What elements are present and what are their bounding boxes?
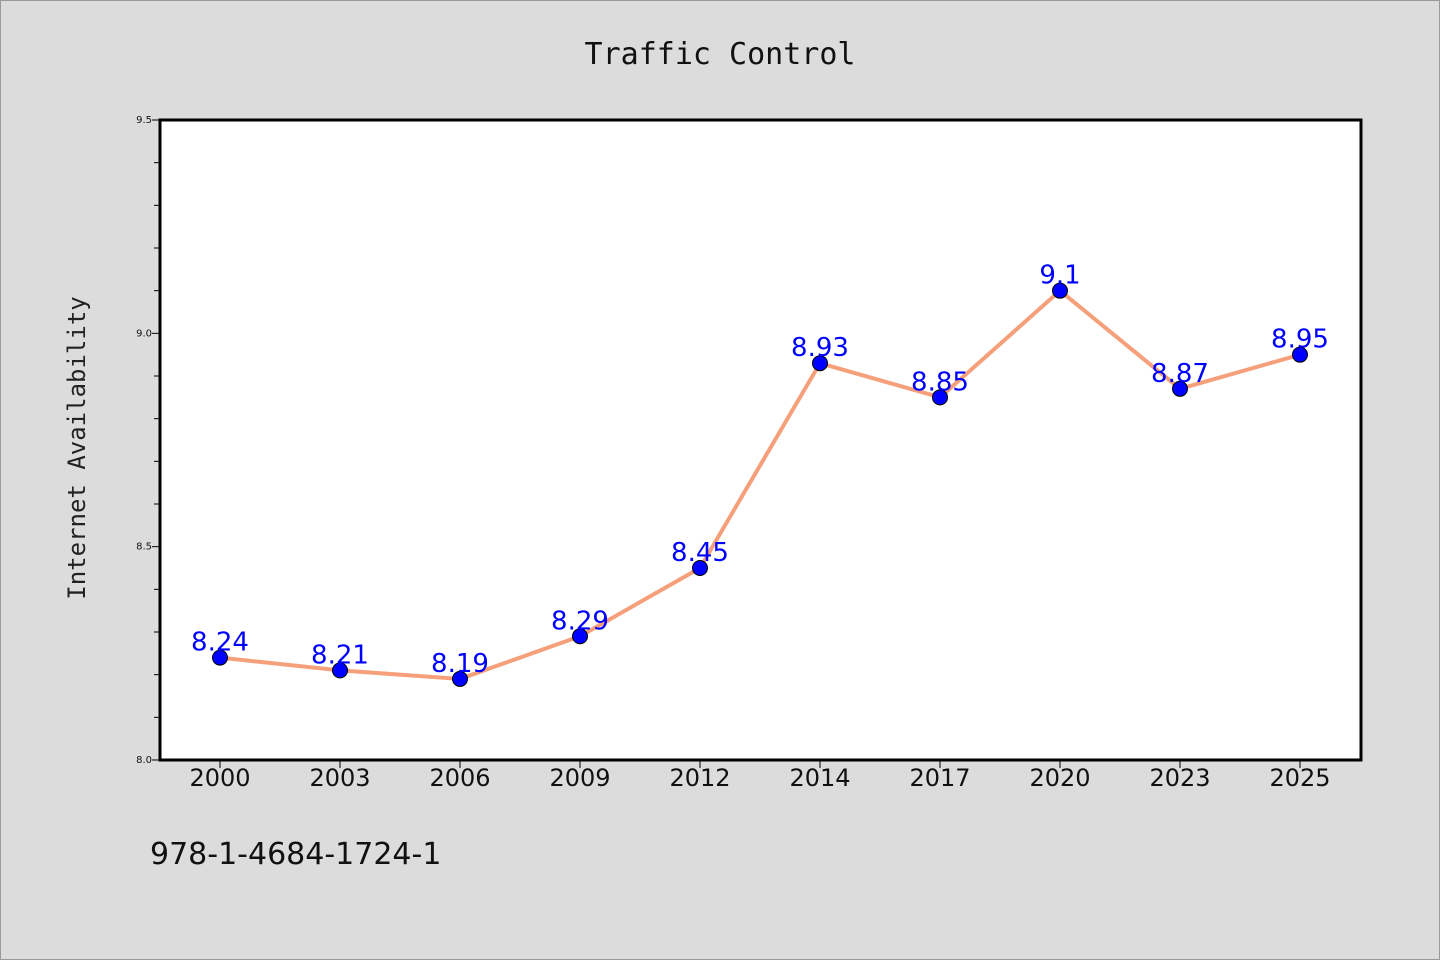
x-tick-label: 2006	[429, 764, 490, 792]
plot-area	[158, 118, 1363, 762]
y-axis-label: Internet Availability	[63, 296, 91, 599]
data-point-label: 8.29	[551, 606, 609, 636]
data-point-label: 8.93	[791, 333, 849, 363]
series-line	[218, 288, 1302, 681]
data-label-layer: 8.24 8.21 8.19 8.29 8.45 8.93 8.85 9.1 8.87 8.95	[191, 261, 1329, 679]
data-point-label: 8.95	[1271, 325, 1329, 355]
y-tick-label: 8.0	[136, 755, 152, 766]
x-tick-label: 2023	[1149, 764, 1210, 792]
footer-isbn: 978-1-4684-1724-1	[150, 837, 441, 872]
x-tick-label: 2025	[1269, 764, 1330, 792]
data-point-label: 8.19	[431, 649, 489, 679]
data-point-marker	[1052, 282, 1068, 299]
y-tick-label: 9.5	[136, 115, 152, 126]
x-tick-label: 2003	[309, 764, 370, 792]
data-point-marker	[572, 628, 588, 645]
data-point-marker	[932, 389, 948, 406]
data-point-marker	[332, 662, 348, 679]
series-line-layer	[218, 288, 1302, 681]
x-tick-label: 2020	[1029, 764, 1090, 792]
data-point-marker	[692, 560, 708, 576]
y-tick-label: 8.5	[136, 542, 152, 553]
chart-title: Traffic Control	[585, 37, 856, 72]
x-axis: 2000 2003 2006 2009 2012 2014 2017 2020 2023 2025	[189, 760, 1331, 792]
data-point-label: 8.85	[911, 367, 969, 397]
data-point-marker	[452, 670, 468, 687]
data-point-label: 8.87	[1151, 359, 1209, 389]
data-point-label: 9.1	[1039, 261, 1080, 291]
x-tick-label: 2017	[909, 764, 970, 792]
x-tick-label: 2009	[549, 764, 610, 792]
marker-layer	[212, 282, 1308, 687]
x-tick-label: 2014	[789, 764, 850, 792]
x-tick-label: 2000	[189, 764, 250, 792]
data-point-label: 8.21	[311, 640, 369, 670]
data-point-label: 8.24	[191, 628, 249, 658]
y-axis: 8.0 8.5 9.0 9.5	[136, 115, 160, 766]
x-tick-label: 2012	[669, 764, 730, 792]
data-point-marker	[1292, 346, 1308, 363]
data-point-marker	[1172, 380, 1188, 397]
data-point-marker	[212, 649, 228, 666]
data-point-marker	[812, 355, 828, 372]
y-tick-label: 9.0	[136, 328, 152, 339]
data-point-label: 8.45	[671, 538, 729, 568]
